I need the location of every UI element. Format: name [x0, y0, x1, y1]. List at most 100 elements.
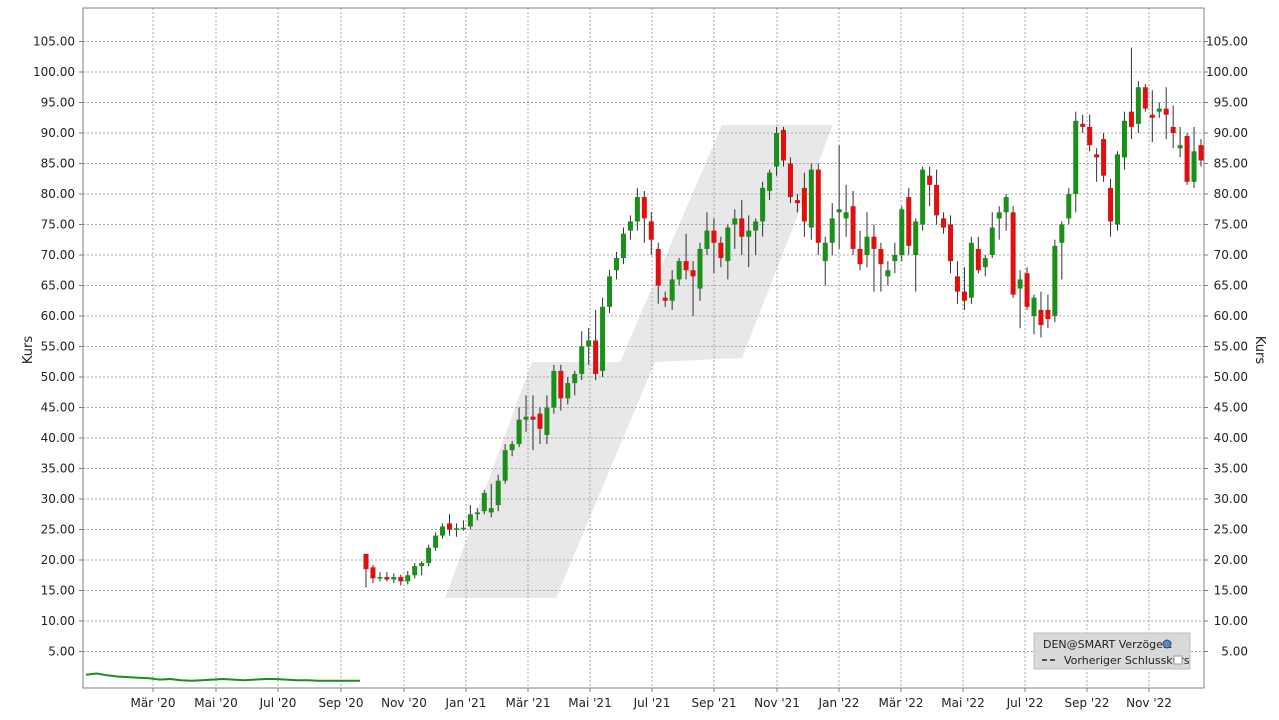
candle-up [1121, 120, 1127, 158]
candle-down [1080, 123, 1086, 127]
candle-down [1163, 108, 1169, 115]
globe-icon[interactable] [1162, 639, 1172, 649]
candle-up [822, 242, 828, 262]
candle-down [683, 261, 689, 271]
y-axis-title-left: Kurs [21, 336, 36, 364]
y-tick-label-left: 70.00 [41, 248, 75, 262]
x-tick-label: Sep '22 [1065, 696, 1110, 710]
x-tick-label: Jul '21 [633, 696, 671, 710]
candle-down [1024, 273, 1030, 307]
candle-down [1010, 212, 1016, 295]
candle-down [558, 370, 564, 399]
candle-up [627, 221, 633, 231]
y-tick-label-right: 20.00 [1214, 553, 1248, 567]
y-axis-right: 5.00 10.00 15.00 20.00 25.00 30.00 35.00 40.00 4… [1204, 35, 1248, 659]
candle-up [488, 508, 494, 513]
candle-down [1038, 309, 1044, 326]
candle-down [1170, 126, 1176, 133]
y-tick-label-left: 50.00 [41, 370, 75, 384]
y-tick-label-right: 10.00 [1214, 614, 1248, 628]
y-tick-label-right: 70.00 [1214, 248, 1248, 262]
candle-up [1135, 87, 1141, 124]
candle-up [544, 407, 550, 435]
y-tick-label-left: 75.00 [41, 218, 75, 232]
legend-box [1033, 632, 1191, 670]
candle-up [669, 279, 675, 301]
candle-down [446, 523, 453, 530]
candle-up [377, 577, 383, 579]
y-tick-label-left: 40.00 [41, 431, 75, 445]
candle-up [1066, 194, 1072, 219]
candle-up [579, 346, 585, 374]
candle-up [516, 419, 522, 445]
candle-down [1128, 111, 1134, 127]
y-tick-label-right: 5.00 [1221, 645, 1248, 659]
x-tick-label: Mai '22 [941, 696, 984, 710]
y-tick-label-right: 50.00 [1214, 370, 1248, 384]
candle-up [474, 512, 480, 515]
y-tick-label-left: 90.00 [41, 126, 75, 140]
legend-label-previous-close: Vorheriger Schlusskurs [1064, 654, 1190, 667]
y-tick-label-left: 85.00 [41, 157, 75, 171]
candle-down [530, 416, 536, 420]
x-tick-label: Mai '20 [194, 696, 237, 710]
y-tick-label-left: 105.00 [33, 35, 75, 49]
candle-up [460, 527, 466, 530]
candle-down [363, 553, 369, 570]
candle-down [655, 248, 661, 286]
candle-down [1108, 187, 1114, 222]
watermark-logo [445, 125, 833, 598]
candle-up [551, 370, 557, 408]
candle-up [843, 212, 849, 219]
x-tick-label: Sep '21 [692, 696, 737, 710]
candle-up [481, 492, 487, 512]
candle-down [641, 197, 647, 219]
candle-up [885, 270, 891, 277]
y-tick-label-left: 45.00 [41, 401, 75, 415]
candle-down [690, 270, 696, 277]
candle-up [1191, 151, 1197, 182]
y-tick-label-right: 100.00 [1206, 65, 1248, 79]
x-tick-label: Jan '21 [445, 696, 487, 710]
candle-up [433, 535, 439, 548]
candle-up [1073, 120, 1079, 194]
candle-up [996, 212, 1002, 219]
x-tick-label: Mär '22 [878, 696, 923, 710]
candle-up [1156, 108, 1162, 112]
candle-up [600, 306, 606, 371]
candle-down [871, 236, 877, 249]
candle-up [697, 248, 703, 289]
y-tick-label-right: 85.00 [1214, 157, 1248, 171]
candle-up [1003, 197, 1009, 213]
y-tick-label-right: 75.00 [1214, 218, 1248, 232]
previous-close-checkbox[interactable] [1173, 655, 1183, 665]
candle-down [954, 276, 960, 292]
y-tick-label-left: 35.00 [41, 462, 75, 476]
y-tick-label-left: 15.00 [41, 584, 75, 598]
candle-up [586, 340, 592, 347]
candle-down [815, 169, 821, 243]
candle-down [1184, 136, 1190, 182]
candle-down [739, 218, 745, 237]
candle-down [711, 230, 717, 243]
x-tick-label: Mai '21 [568, 696, 611, 710]
candle-down [1045, 309, 1051, 320]
candle-up [1031, 297, 1037, 316]
y-tick-label-right: 105.00 [1206, 35, 1248, 49]
candle-up [676, 261, 682, 280]
candle-down [787, 163, 793, 198]
x-tick-label: Mär '20 [130, 696, 175, 710]
candle-up [746, 230, 752, 237]
y-tick-label-right: 90.00 [1214, 126, 1248, 140]
y-tick-label-right: 25.00 [1214, 523, 1248, 537]
candle-up [405, 575, 411, 582]
y-tick-label-right: 80.00 [1214, 187, 1248, 201]
y-tick-label-left: 80.00 [41, 187, 75, 201]
candle-up [440, 526, 446, 536]
candle-down [947, 224, 954, 262]
candle-up [913, 221, 919, 255]
y-tick-label-left: 10.00 [41, 614, 75, 628]
y-tick-label-left: 65.00 [41, 279, 75, 293]
candle-down [780, 129, 787, 161]
candle-down [794, 200, 800, 204]
